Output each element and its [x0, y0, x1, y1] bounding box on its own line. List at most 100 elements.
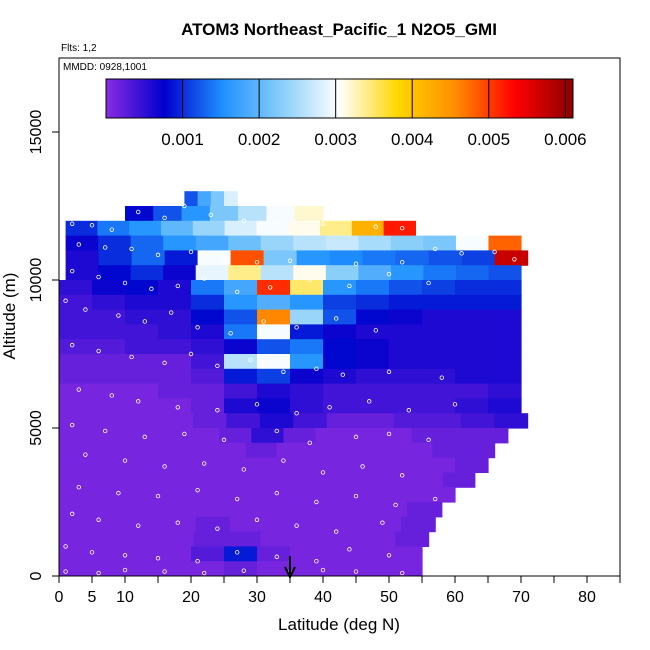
curtain-cell	[347, 428, 381, 444]
sample-point	[142, 319, 147, 324]
curtain-cell	[125, 398, 159, 414]
curtain-cell	[323, 324, 357, 340]
curtain-cell	[323, 309, 357, 325]
sample-point	[340, 372, 345, 377]
curtain-cell	[326, 413, 361, 429]
curtain-cell	[325, 265, 359, 281]
sample-point	[109, 393, 114, 398]
curtain-cell	[488, 235, 522, 251]
curtain-cell	[298, 516, 334, 533]
curtain-cell	[323, 368, 357, 385]
curtain-cell	[224, 339, 258, 355]
curtain-cell	[488, 398, 522, 414]
curtain-cell	[125, 561, 159, 576]
curtain-cell	[91, 428, 124, 444]
curtain-cell	[323, 383, 357, 399]
sample-point	[221, 257, 227, 262]
curtain-cell	[126, 531, 161, 547]
curtain-cell	[323, 457, 357, 473]
curtain-cell	[198, 502, 234, 518]
curtain-cell	[98, 250, 133, 266]
curtain-cell	[121, 442, 153, 459]
curtain-cell	[356, 457, 390, 473]
sample-point	[320, 567, 326, 573]
curtain-cell	[455, 398, 489, 414]
sample-point	[168, 310, 174, 315]
curtain-cell	[224, 398, 258, 414]
sample-point	[96, 274, 101, 280]
curtain-cell	[158, 487, 192, 503]
curtain-cell	[59, 516, 94, 533]
curtain-cell	[125, 457, 159, 473]
sample-point	[63, 298, 68, 303]
curtain-cell	[158, 561, 192, 576]
curtain-cell	[422, 339, 456, 355]
curtain-cell	[290, 546, 324, 562]
curtain-cell	[125, 546, 159, 562]
x-tick-label: 0	[55, 589, 64, 606]
curtain-cell	[195, 265, 229, 281]
sample-point	[241, 467, 246, 472]
curtain-cell	[315, 428, 349, 444]
curtain-cell	[257, 457, 291, 473]
curtain-cell	[125, 324, 159, 340]
sample-point	[215, 408, 220, 413]
flights-note: Flts: 1,2	[61, 43, 97, 54]
curtain-cell	[209, 206, 239, 222]
sample-point	[314, 559, 319, 564]
curtain-cell	[191, 309, 225, 325]
sample-point	[162, 360, 167, 366]
sample-point	[386, 553, 392, 558]
curtain-cell	[191, 294, 225, 311]
curtain-cell	[356, 383, 390, 399]
curtain-cell	[210, 191, 225, 207]
curtain-cell	[125, 309, 159, 325]
sample-point	[122, 280, 128, 286]
curtain-cell	[65, 235, 99, 251]
sample-point	[201, 570, 207, 576]
curtain-cell	[290, 294, 324, 311]
curtain-cell	[290, 354, 324, 370]
curtain-cell	[59, 324, 93, 340]
curtain-cell	[59, 531, 94, 547]
colorbar-tick-label: 0.004	[391, 130, 434, 149]
curtain-cell	[293, 413, 328, 429]
sample-point	[234, 289, 240, 295]
sample-point	[254, 402, 260, 407]
curtain-cell	[293, 235, 327, 251]
curtain-cell	[257, 487, 291, 503]
sample-point	[76, 485, 81, 490]
curtain-cell	[163, 502, 199, 518]
curtain-cell	[443, 428, 477, 444]
curtain-cell	[191, 457, 225, 473]
colorbar-tick-label: 0.006	[544, 130, 587, 149]
curtain-cell	[257, 280, 291, 296]
curtain-cell	[93, 516, 128, 533]
curtain-cell	[428, 250, 463, 266]
curtain-cell	[92, 383, 126, 399]
curtain-cell	[314, 472, 348, 488]
curtain-cell	[401, 516, 436, 533]
data-curtain	[59, 191, 529, 576]
sample-point	[386, 369, 392, 374]
curtain-cell	[92, 546, 126, 562]
curtain-cell	[488, 265, 522, 281]
curtain-cell	[455, 354, 489, 370]
curtain-cell	[422, 354, 456, 370]
sample-point	[83, 307, 88, 312]
colorbar-tick-label: 0.003	[314, 130, 357, 149]
curtain-cell	[125, 383, 159, 399]
curtain-cell	[389, 561, 423, 576]
sample-point	[215, 363, 220, 369]
curtain-cell	[257, 398, 291, 414]
curtain-cell	[378, 472, 412, 488]
curtain-cell	[389, 368, 423, 385]
sample-point	[347, 547, 352, 552]
curtain-cell	[389, 457, 423, 473]
curtain-cell	[282, 472, 316, 488]
curtain-cell	[224, 220, 257, 237]
curtain-cell	[257, 294, 291, 311]
curtain-cell	[128, 502, 164, 518]
curtain-cell	[59, 472, 92, 488]
curtain-cell	[290, 398, 324, 414]
